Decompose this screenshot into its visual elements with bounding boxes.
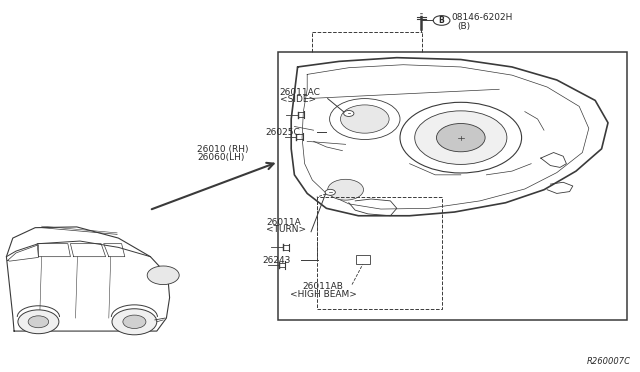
Circle shape [400,102,522,173]
Circle shape [436,124,485,152]
Text: <SIDE>: <SIDE> [280,95,316,104]
Bar [356,255,370,264]
Text: <HIGH BEAM>: <HIGH BEAM> [290,290,356,299]
Text: 26011A: 26011A [266,218,301,227]
Bar [278,52,627,320]
Text: <TURN>: <TURN> [266,225,307,234]
Bar [317,197,442,309]
Text: 26060(LH): 26060(LH) [197,153,244,162]
Polygon shape [291,58,608,216]
Text: 26011AB: 26011AB [303,282,344,291]
Circle shape [415,111,507,164]
Text: 26243: 26243 [262,256,291,265]
Circle shape [18,310,59,334]
Text: 08146-6202H: 08146-6202H [451,13,513,22]
Circle shape [340,105,389,133]
Text: B: B [439,16,444,25]
Circle shape [123,315,146,328]
Text: 26011AC: 26011AC [280,88,321,97]
Circle shape [325,189,335,195]
Text: 26010 (RH): 26010 (RH) [197,145,248,154]
Circle shape [344,110,354,116]
Circle shape [112,309,157,335]
Circle shape [330,99,400,140]
Circle shape [328,179,364,200]
Text: R260007C: R260007C [586,357,630,366]
Text: 26025C: 26025C [266,128,300,137]
Circle shape [433,16,450,25]
Text: (B): (B) [458,22,471,31]
Circle shape [147,266,179,285]
Polygon shape [6,227,170,331]
Circle shape [28,316,49,328]
